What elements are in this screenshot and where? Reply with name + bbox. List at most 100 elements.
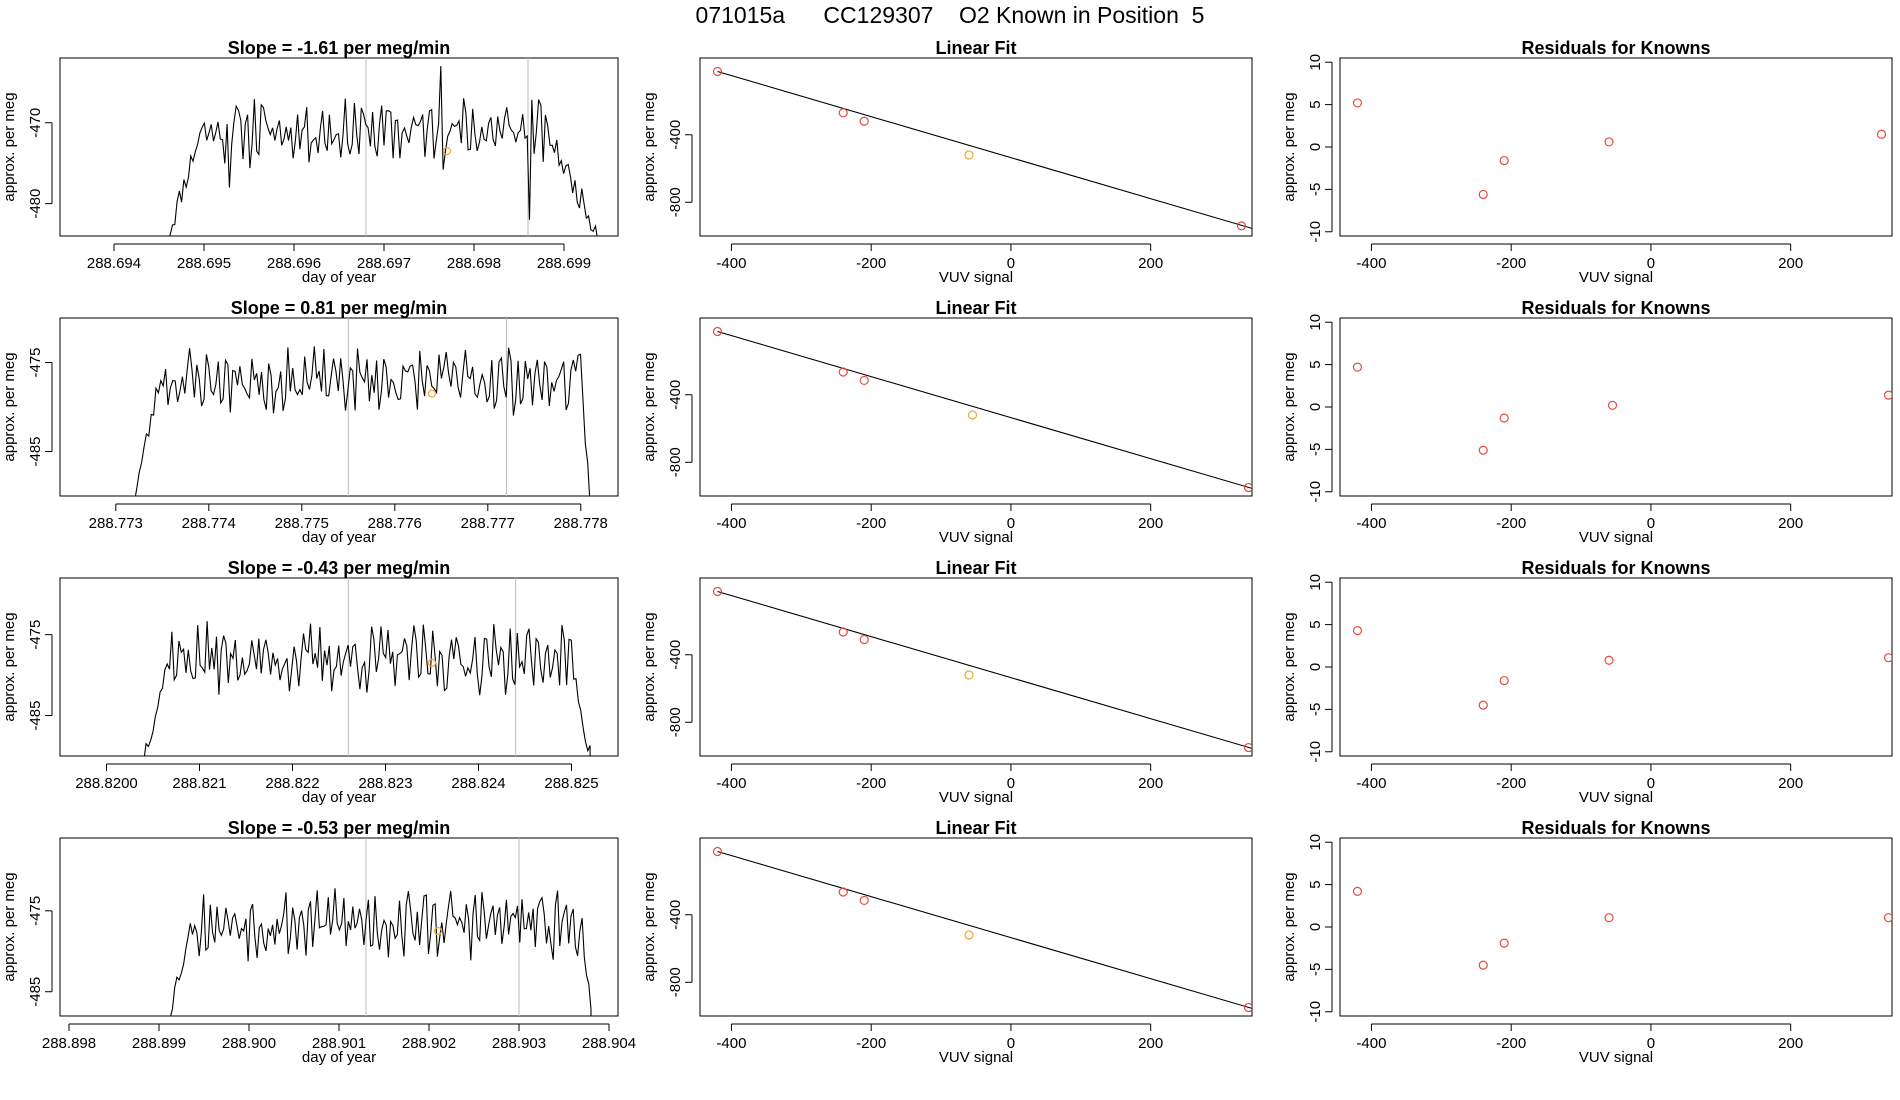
plot-frame (59, 577, 619, 757)
x-tick-label: -200 (1496, 255, 1526, 272)
plot-title: Residuals for Knowns (1521, 818, 1710, 838)
data-point (1243, 482, 1252, 493)
x-tick-label: 200 (1138, 255, 1163, 272)
data-point (838, 887, 848, 897)
fit-line (717, 850, 1252, 1009)
x-tick-label: 288.901 (312, 1035, 366, 1052)
x-axis-label: VUV signal (939, 529, 1013, 546)
x-tick-label: 0 (1007, 1035, 1015, 1052)
plot-area (1352, 362, 1892, 455)
y-axis-label: approx. per meg (1281, 352, 1298, 461)
x-tick-label: -400 (716, 515, 746, 532)
y-tick-label: 5 (1307, 880, 1324, 888)
x-tick-label: 288.825 (544, 775, 598, 792)
x-tick-label: 288.777 (461, 515, 515, 532)
y-tick-label: 5 (1307, 360, 1324, 368)
signal-trace (143, 621, 591, 756)
x-tick-label: 0 (1647, 255, 1655, 272)
x-tick-label: 288.697 (357, 255, 411, 272)
signal-trace (134, 346, 591, 496)
data-point (1478, 960, 1488, 970)
plot-frame (1339, 577, 1893, 757)
panel-fit-row-3: Linear Fit -400 -200 0 200 VUV signal -400 -800… (641, 558, 1253, 806)
y-tick-label: 0 (1307, 923, 1324, 931)
x-tick-label: 200 (1778, 1035, 1803, 1052)
y-tick-label: -5 (1307, 963, 1324, 976)
x-tick-label: 200 (1778, 255, 1803, 272)
panel-fit-row-2: Linear Fit -400 -200 0 200 VUV signal -400 -800… (641, 298, 1253, 546)
data-point (712, 846, 723, 857)
x-tick-label: 200 (1138, 775, 1163, 792)
data-point (712, 326, 723, 337)
data-point (967, 410, 978, 420)
data-point (1478, 700, 1488, 710)
x-tick-label: 288.821 (172, 775, 226, 792)
data-point (712, 66, 723, 77)
plot-frame (699, 837, 1253, 1017)
plot-area (1352, 98, 1887, 200)
data-point (1352, 886, 1363, 897)
x-tick-label: 288.773 (89, 515, 143, 532)
sample-marker (442, 146, 452, 156)
data-point (1243, 742, 1252, 753)
plot-title: Linear Fit (935, 38, 1016, 58)
y-tick-label: -400 (667, 640, 684, 670)
x-axis-label: VUV signal (1579, 789, 1653, 806)
y-tick-label: -400 (667, 380, 684, 410)
y-axis-label: approx. per meg (641, 92, 658, 201)
x-tick-label: 288.898 (42, 1035, 96, 1052)
x-tick-label: 288.694 (87, 255, 141, 272)
x-tick-label: 288.902 (402, 1035, 456, 1052)
data-point (1236, 221, 1247, 231)
y-tick-label: -800 (667, 187, 684, 217)
panel-fit-row-1: Linear Fit -400 -200 0 200 VUV signal -400 -800… (641, 38, 1253, 286)
signal-trace (170, 888, 592, 1016)
y-axis-label: approx. per meg (1, 92, 18, 201)
plot-title: Slope = -0.43 per meg/min (228, 558, 451, 578)
y-tick-label: 0 (1307, 663, 1324, 671)
data-point (838, 108, 848, 118)
x-tick-label: 288.823 (358, 775, 412, 792)
plot-title: Residuals for Knowns (1521, 38, 1710, 58)
data-point (1352, 98, 1363, 108)
data-point (1499, 413, 1509, 423)
y-tick-label: -800 (667, 707, 684, 737)
data-point (964, 150, 974, 160)
data-point (1478, 189, 1488, 200)
data-point (1604, 655, 1614, 665)
x-tick-label: 288.696 (267, 255, 321, 272)
data-point (1478, 445, 1488, 455)
x-tick-label: -200 (856, 1035, 886, 1052)
plot-area (170, 838, 592, 1016)
x-tick-label: -400 (716, 775, 746, 792)
plot-frame (59, 837, 619, 1017)
x-tick-label: 0 (1007, 255, 1015, 272)
y-tick-label: 10 (1307, 834, 1324, 851)
x-tick-label: 0 (1647, 775, 1655, 792)
x-tick-label: -400 (716, 255, 746, 272)
x-tick-label: -200 (856, 255, 886, 272)
y-tick-label: -485 (27, 977, 44, 1007)
data-point (1883, 913, 1892, 923)
y-axis-label: approx. per meg (1281, 872, 1298, 981)
x-tick-label: -200 (1496, 515, 1526, 532)
data-point (1352, 625, 1363, 636)
x-axis-label: VUV signal (1579, 269, 1653, 286)
data-point (859, 116, 869, 126)
plot-area (712, 326, 1252, 493)
x-tick-label: 288.774 (182, 515, 236, 532)
plot-frame (699, 577, 1253, 757)
y-tick-label: -480 (27, 189, 44, 219)
plot-title: Slope = -1.61 per meg/min (228, 38, 451, 58)
x-tick-label: 288.903 (492, 1035, 546, 1052)
y-tick-label: -800 (667, 447, 684, 477)
data-point (1883, 653, 1892, 663)
sample-marker (433, 926, 443, 936)
x-tick-label: 288.824 (451, 775, 505, 792)
x-tick-label: 288.900 (222, 1035, 276, 1052)
y-tick-label: -10 (1307, 221, 1324, 243)
y-tick-label: 10 (1307, 314, 1324, 331)
y-axis-label: approx. per meg (641, 612, 658, 721)
data-point (859, 634, 869, 645)
plot-area (143, 578, 591, 756)
